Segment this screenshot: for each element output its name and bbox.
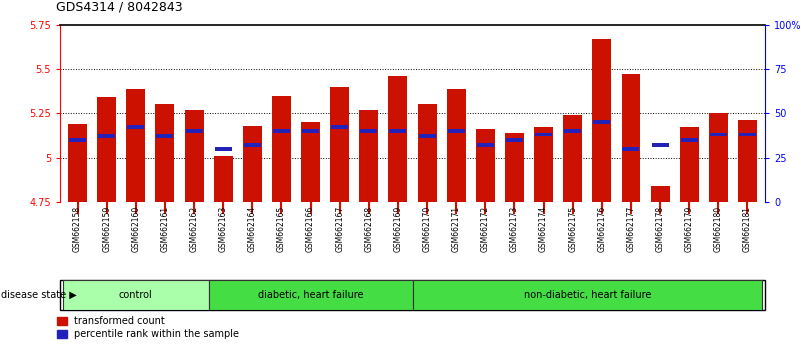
Text: GSM662163: GSM662163 xyxy=(219,206,227,252)
Bar xyxy=(99,134,115,138)
Bar xyxy=(272,96,291,202)
Bar xyxy=(448,129,465,133)
Bar xyxy=(739,132,756,136)
Bar xyxy=(476,129,495,202)
Bar xyxy=(738,120,757,202)
Bar xyxy=(127,126,144,130)
Bar xyxy=(505,133,524,202)
Bar xyxy=(622,74,641,202)
Text: non-diabetic, heart failure: non-diabetic, heart failure xyxy=(524,290,651,300)
Text: GSM662160: GSM662160 xyxy=(131,206,140,252)
Text: control: control xyxy=(119,290,153,300)
Text: GSM662179: GSM662179 xyxy=(685,206,694,252)
Bar xyxy=(419,134,436,138)
Text: GSM662166: GSM662166 xyxy=(306,206,315,252)
Legend: transformed count, percentile rank within the sample: transformed count, percentile rank withi… xyxy=(57,316,239,339)
Text: GSM662177: GSM662177 xyxy=(626,206,635,252)
Text: disease state ▶: disease state ▶ xyxy=(1,290,77,300)
Text: GSM662175: GSM662175 xyxy=(568,206,578,252)
Bar xyxy=(244,143,261,147)
Bar xyxy=(389,129,406,133)
Text: GSM662161: GSM662161 xyxy=(160,206,170,252)
Text: GSM662162: GSM662162 xyxy=(190,206,199,252)
Text: GSM662164: GSM662164 xyxy=(248,206,257,252)
Bar xyxy=(681,138,698,142)
Text: GSM662173: GSM662173 xyxy=(510,206,519,252)
Bar xyxy=(360,129,377,133)
Bar xyxy=(330,87,349,202)
Text: GSM662170: GSM662170 xyxy=(423,206,432,252)
Text: diabetic, heart failure: diabetic, heart failure xyxy=(258,290,364,300)
Bar xyxy=(155,104,175,202)
Bar xyxy=(331,126,348,130)
Text: GSM662167: GSM662167 xyxy=(335,206,344,252)
Bar xyxy=(184,110,203,202)
Bar xyxy=(156,134,174,138)
Text: GSM662171: GSM662171 xyxy=(452,206,461,252)
Bar xyxy=(69,138,86,142)
Bar xyxy=(127,88,145,202)
Bar xyxy=(186,129,203,133)
Bar xyxy=(447,88,465,202)
Text: GSM662178: GSM662178 xyxy=(655,206,665,252)
Bar xyxy=(506,138,523,142)
Bar xyxy=(208,280,413,310)
Text: GSM662176: GSM662176 xyxy=(598,206,606,252)
Bar xyxy=(593,39,611,202)
Text: GSM662158: GSM662158 xyxy=(73,206,82,252)
Bar xyxy=(413,280,762,310)
Bar xyxy=(680,127,698,202)
Bar xyxy=(710,132,727,136)
Text: GSM662180: GSM662180 xyxy=(714,206,723,252)
Bar xyxy=(417,104,437,202)
Text: GDS4314 / 8042843: GDS4314 / 8042843 xyxy=(56,0,183,13)
Bar xyxy=(63,280,208,310)
Text: GSM662172: GSM662172 xyxy=(481,206,490,252)
Text: GSM662174: GSM662174 xyxy=(539,206,548,252)
Bar xyxy=(622,147,639,151)
Bar xyxy=(273,129,290,133)
Bar xyxy=(651,143,669,147)
Bar xyxy=(594,120,610,124)
Text: GSM662159: GSM662159 xyxy=(103,206,111,252)
Bar xyxy=(709,113,728,202)
Bar xyxy=(388,76,408,202)
Bar xyxy=(564,129,582,133)
Bar xyxy=(214,156,232,202)
Bar xyxy=(563,115,582,202)
Text: GSM662165: GSM662165 xyxy=(277,206,286,252)
Text: GSM662181: GSM662181 xyxy=(743,206,752,252)
Bar xyxy=(302,129,319,133)
Bar xyxy=(243,126,262,202)
Bar xyxy=(477,143,494,147)
Bar xyxy=(301,122,320,202)
Text: GSM662169: GSM662169 xyxy=(393,206,402,252)
Bar xyxy=(97,97,116,202)
Bar xyxy=(360,110,378,202)
Bar xyxy=(650,186,670,202)
Bar xyxy=(534,127,553,202)
Bar xyxy=(215,147,231,151)
Bar xyxy=(535,132,552,136)
Bar xyxy=(68,124,87,202)
Text: GSM662168: GSM662168 xyxy=(364,206,373,252)
